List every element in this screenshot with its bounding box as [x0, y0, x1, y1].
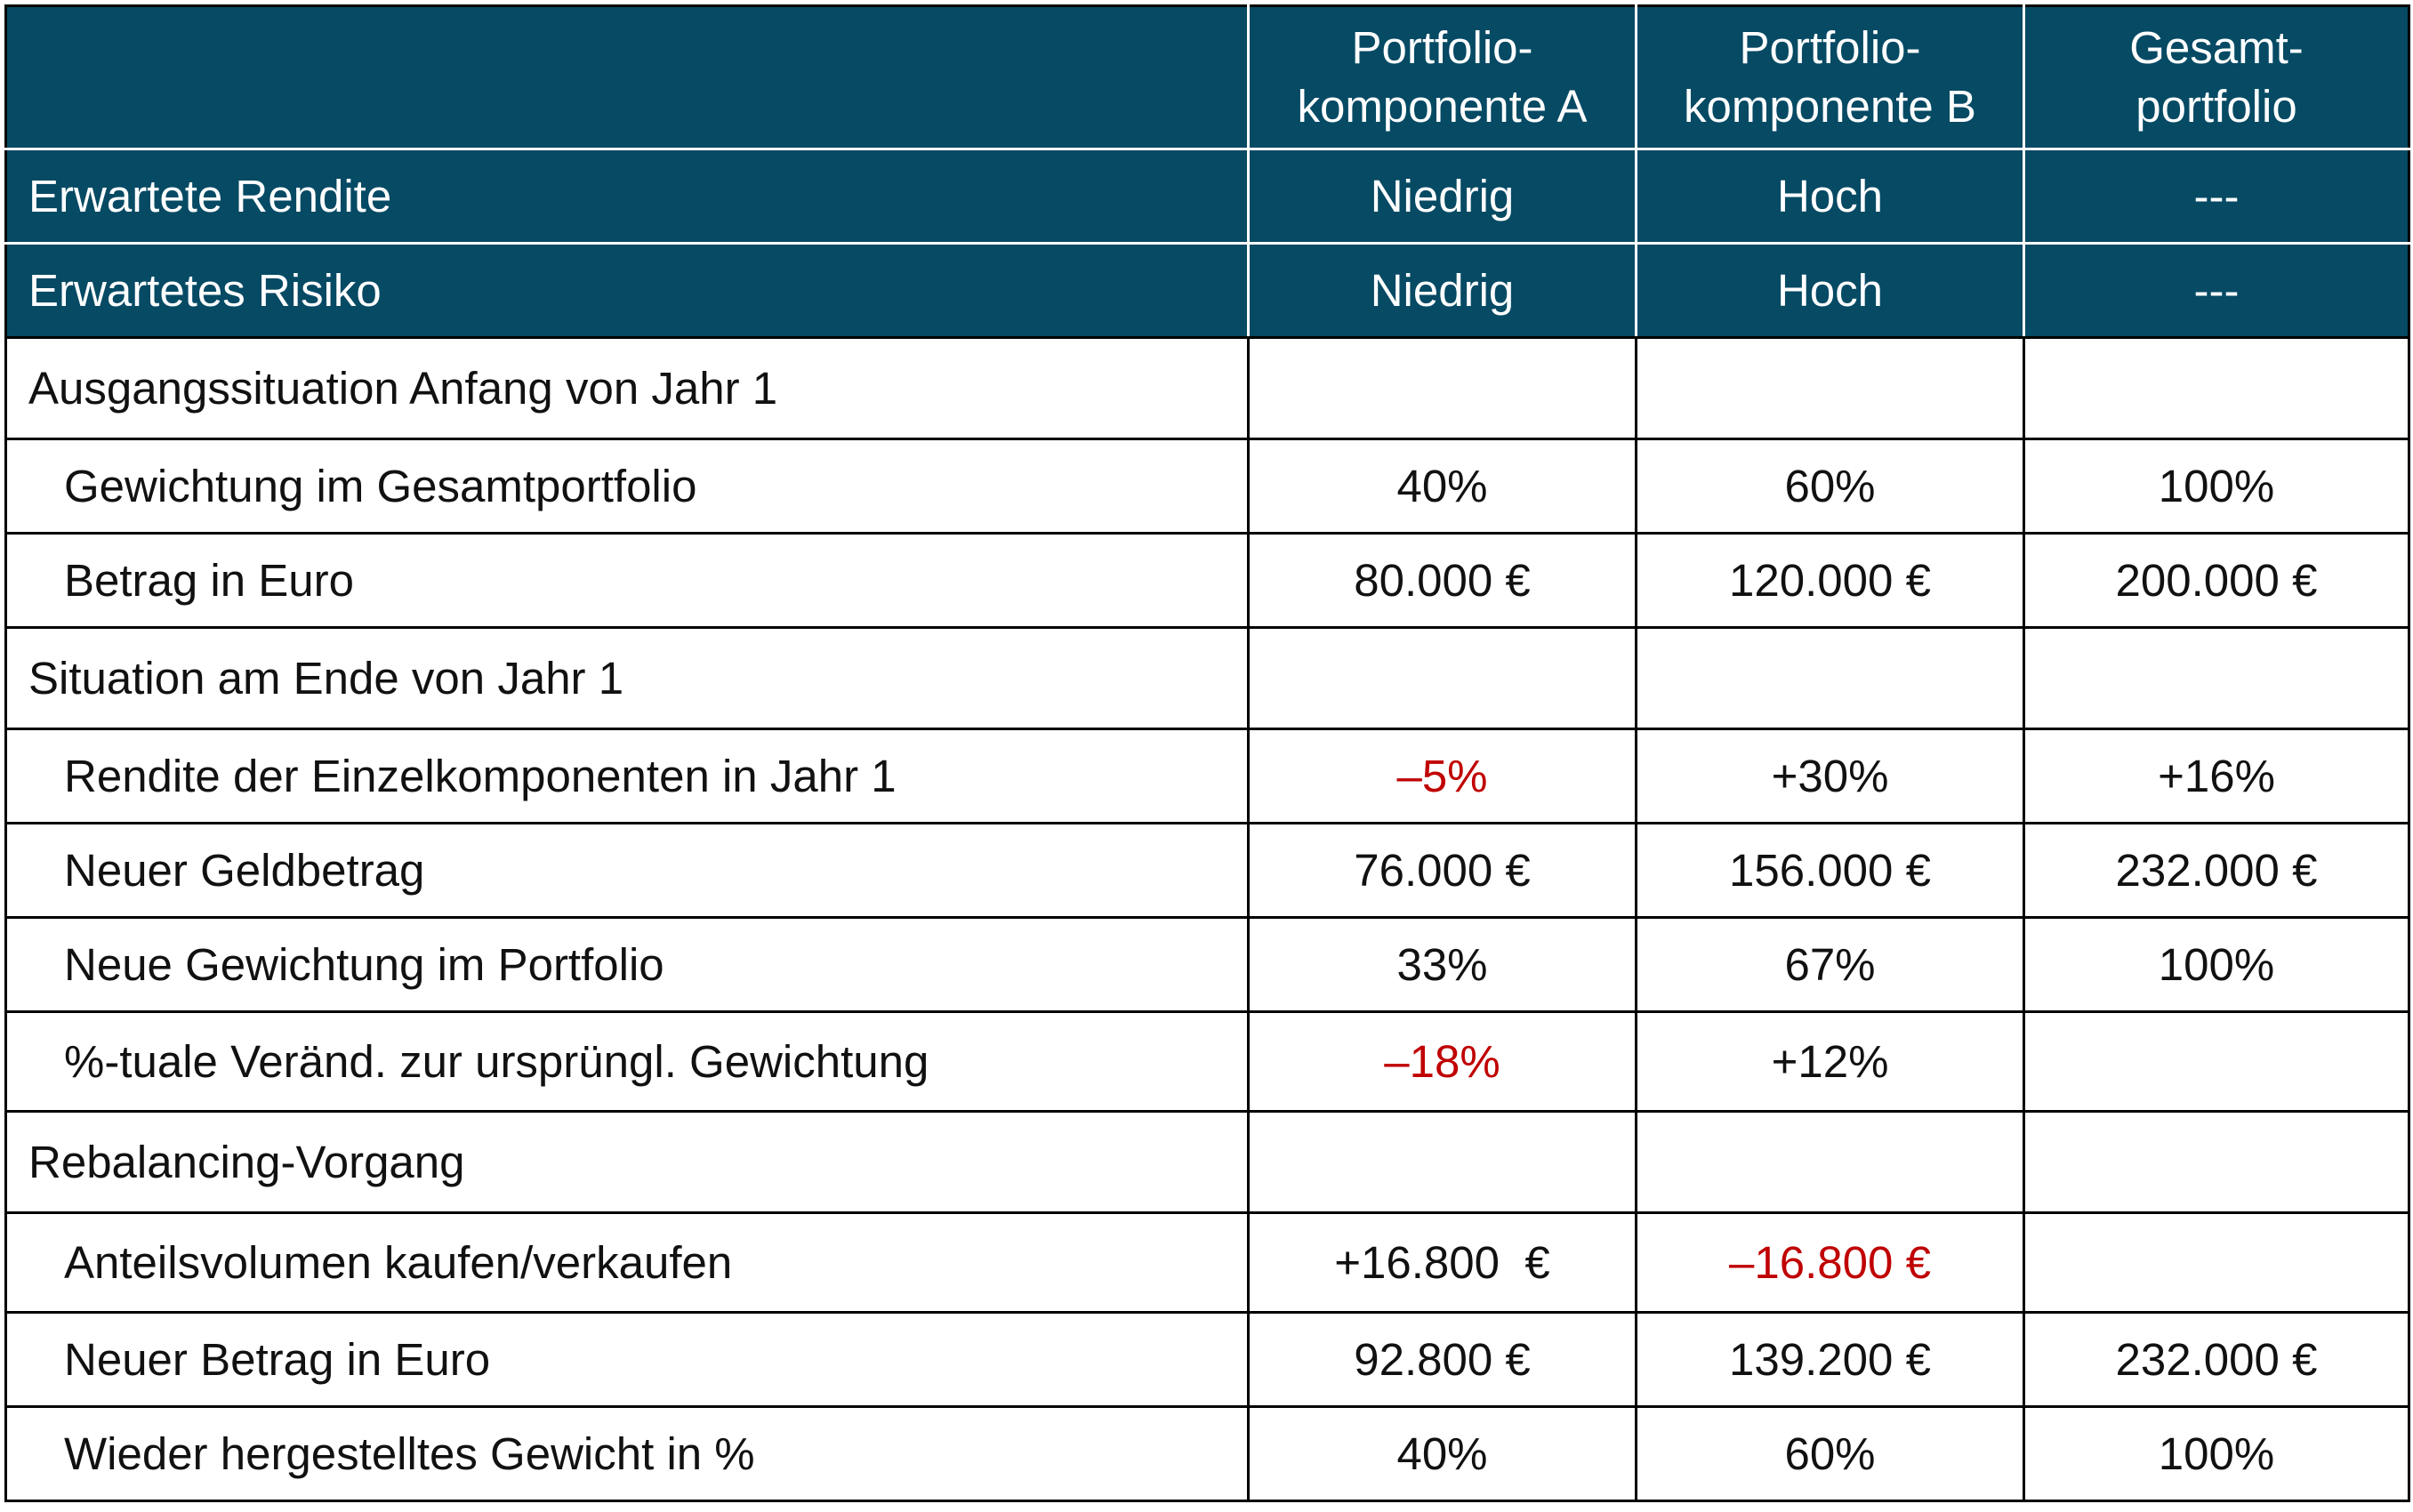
section-title: Ausgangssituation Anfang von Jahr 1 [4, 336, 1250, 440]
expected-return-row: Erwartete Rendite Niedrig Hoch --- [4, 148, 2410, 245]
cell-total [2023, 1010, 2410, 1113]
cell-total: 100% [2023, 1405, 2410, 1502]
cell-b: +30% [1635, 728, 2025, 824]
cell-total: --- [2023, 148, 2410, 245]
row-label: Betrag in Euro [4, 532, 1250, 629]
header-corner-cell [4, 4, 1250, 150]
cell-a [1247, 626, 1637, 730]
section-row-end-year1: Situation am Ende von Jahr 1 [4, 626, 2410, 730]
cell-total: +16% [2023, 728, 2410, 824]
row-label: Neuer Geldbetrag [4, 822, 1250, 919]
table-row: %-tuale Veränd. zur ursprüngl. Gewichtun… [4, 1010, 2410, 1113]
cell-a [1247, 336, 1637, 440]
cell-a: 40% [1247, 438, 1637, 535]
cell-b: 120.000 € [1635, 532, 2025, 629]
table-row: Rendite der Einzelkomponenten in Jahr 1 … [4, 728, 2410, 824]
row-label: %-tuale Veränd. zur ursprüngl. Gewichtun… [4, 1010, 1250, 1113]
cell-a: 33% [1247, 916, 1637, 1013]
section-row-start: Ausgangssituation Anfang von Jahr 1 [4, 336, 2410, 440]
cell-a: Niedrig [1247, 242, 1637, 339]
section-title: Rebalancing-Vorgang [4, 1110, 1250, 1214]
cell-a: 92.800 € [1247, 1311, 1637, 1408]
table-row: Anteilsvolumen kaufen/verkaufen +16.800 … [4, 1211, 2410, 1314]
cell-b: 60% [1635, 438, 2025, 535]
cell-total: --- [2023, 242, 2410, 339]
cell-b [1635, 336, 2025, 440]
cell-total: 232.000 € [2023, 1311, 2410, 1408]
cell-b: 67% [1635, 916, 2025, 1013]
header-col-total-line2: portfolio [2136, 81, 2297, 132]
cell-a: 40% [1247, 1405, 1637, 1502]
section-row-rebalancing: Rebalancing-Vorgang [4, 1110, 2410, 1214]
cell-total: 232.000 € [2023, 822, 2410, 919]
header-col-b: Portfolio- komponente B [1635, 4, 2025, 150]
header-col-total: Gesamt- portfolio [2023, 4, 2410, 150]
cell-b: Hoch [1635, 242, 2025, 339]
header-col-b-line2: komponente B [1684, 81, 1976, 132]
cell-a: Niedrig [1247, 148, 1637, 245]
table-row: Gewichtung im Gesamtportfolio 40% 60% 10… [4, 438, 2410, 535]
cell-total: 100% [2023, 438, 2410, 535]
cell-b: 139.200 € [1635, 1311, 2025, 1408]
table-row: Neuer Betrag in Euro 92.800 € 139.200 € … [4, 1311, 2410, 1408]
rebalancing-table: Portfolio- komponente A Portfolio- kompo… [4, 4, 2410, 1502]
row-label: Erwartetes Risiko [4, 242, 1250, 339]
row-label: Gewichtung im Gesamtportfolio [4, 438, 1250, 535]
cell-total: 200.000 € [2023, 532, 2410, 629]
cell-total [2023, 626, 2410, 730]
header-col-b-line1: Portfolio- [1739, 22, 1921, 73]
table-row: Neuer Geldbetrag 76.000 € 156.000 € 232.… [4, 822, 2410, 919]
cell-a [1247, 1110, 1637, 1214]
row-label: Wieder hergestelltes Gewicht in % [4, 1405, 1250, 1502]
cell-total [2023, 1211, 2410, 1314]
cell-b: 156.000 € [1635, 822, 2025, 919]
cell-total: 100% [2023, 916, 2410, 1013]
cell-b [1635, 626, 2025, 730]
header-col-total-line1: Gesamt- [2129, 22, 2304, 73]
row-label: Anteilsvolumen kaufen/verkaufen [4, 1211, 1250, 1314]
cell-b: +12% [1635, 1010, 2025, 1113]
row-label: Erwartete Rendite [4, 148, 1250, 245]
expected-risk-row: Erwartetes Risiko Niedrig Hoch --- [4, 242, 2410, 339]
row-label: Neuer Betrag in Euro [4, 1311, 1250, 1408]
header-row: Portfolio- komponente A Portfolio- kompo… [4, 4, 2410, 150]
section-title: Situation am Ende von Jahr 1 [4, 626, 1250, 730]
cell-b: –16.800 € [1635, 1211, 2025, 1314]
cell-a: +16.800 € [1247, 1211, 1637, 1314]
row-label: Rendite der Einzelkomponenten in Jahr 1 [4, 728, 1250, 824]
row-label: Neue Gewichtung im Portfolio [4, 916, 1250, 1013]
cell-b: Hoch [1635, 148, 2025, 245]
cell-a: 80.000 € [1247, 532, 1637, 629]
table-row: Neue Gewichtung im Portfolio 33% 67% 100… [4, 916, 2410, 1013]
table-row: Betrag in Euro 80.000 € 120.000 € 200.00… [4, 532, 2410, 629]
cell-a: 76.000 € [1247, 822, 1637, 919]
table-row: Wieder hergestelltes Gewicht in % 40% 60… [4, 1405, 2410, 1502]
cell-b: 60% [1635, 1405, 2025, 1502]
cell-total [2023, 336, 2410, 440]
cell-a: –18% [1247, 1010, 1637, 1113]
cell-total [2023, 1110, 2410, 1214]
header-col-a-line1: Portfolio- [1351, 22, 1533, 73]
cell-a: –5% [1247, 728, 1637, 824]
cell-b [1635, 1110, 2025, 1214]
header-col-a-line2: komponente A [1297, 81, 1588, 132]
header-col-a: Portfolio- komponente A [1247, 4, 1637, 150]
